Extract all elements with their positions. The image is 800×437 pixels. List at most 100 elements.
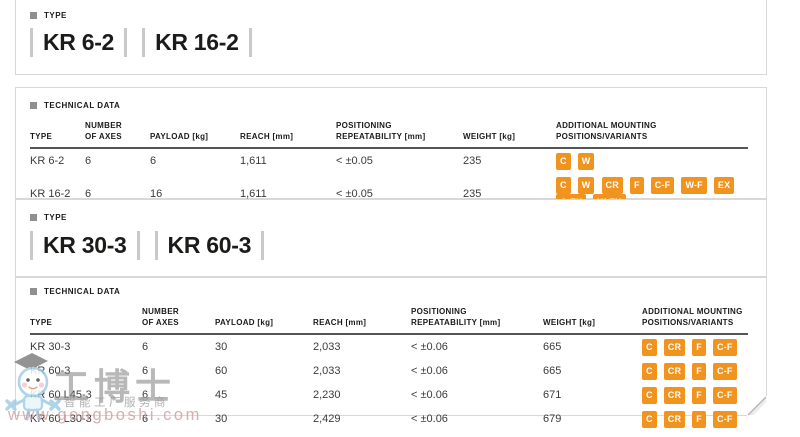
type-item: KR 6-2 (30, 28, 128, 57)
cell-type: KR 30-3 (30, 341, 71, 354)
variant-badge: W-F (681, 176, 707, 194)
type-bar (154, 231, 158, 260)
cell-payload: 16 (150, 187, 163, 200)
col-axes: NUMBER OF AXES (142, 307, 215, 335)
cell-type: KR 60-3 (30, 365, 71, 378)
cell-payload: 6 (150, 155, 157, 168)
type-bar (136, 231, 140, 260)
type-item: KR 30-3 (30, 231, 140, 260)
section-label: TYPE (44, 213, 67, 222)
cell-axes: 6 (142, 341, 149, 354)
cell-axes: 6 (85, 155, 92, 168)
cell-axes: 6 (85, 187, 92, 200)
variant-badge: C (642, 338, 657, 356)
cell-weight: 665 (543, 341, 562, 354)
technical-data-section-2: TECHNICAL DATA TYPE NUMBER OF AXES PAYLO… (15, 277, 767, 428)
variant-badge: C (556, 176, 571, 194)
cell-reach: 1,611 (240, 187, 267, 200)
cell-type: KR 6-2 (30, 155, 65, 168)
variant-badge: EX (713, 176, 735, 194)
cell-repeatability: < ±0.06 (411, 389, 448, 402)
type-row: KR 6-2 KR 16-2 (30, 28, 748, 57)
cell-type: KR 60 L45-3 (30, 389, 92, 402)
cell-reach: 2,230 (313, 389, 341, 402)
variant-badge: CR (663, 362, 686, 380)
cell-repeatability: < ±0.06 (411, 341, 448, 354)
variant-badge: C-F (713, 410, 737, 428)
variant-badge: F (630, 176, 644, 194)
cell-repeatability: < ±0.06 (411, 365, 448, 378)
cell-reach: 2,033 (313, 341, 341, 354)
cell-axes: 6 (142, 413, 149, 426)
col-reach: REACH [mm] (240, 121, 336, 149)
table-row: KR 60 L45-3 6 45 2,230 < ±0.06 671 C CR … (30, 383, 748, 407)
variant-badge: C-F (713, 386, 737, 404)
variant-badge: C (642, 410, 657, 428)
section-header: TYPE (30, 200, 748, 222)
cell-axes: 6 (142, 389, 149, 402)
variant-badge: C (642, 362, 657, 380)
col-weight: WEIGHT [kg] (463, 121, 556, 149)
cell-payload: 30 (215, 413, 228, 426)
cell-variants: C CR F C-F (642, 383, 748, 407)
type-item: KR 60-3 (154, 231, 265, 260)
cell-weight: 671 (543, 389, 562, 402)
cell-reach: 2,033 (313, 365, 341, 378)
type-section-2: TYPE KR 30-3 KR 60-3 (15, 199, 767, 277)
variant-badge: F (692, 410, 706, 428)
variant-badge: C (642, 386, 657, 404)
col-repeatability: POSITIONING REPEATABILITY [mm] (411, 307, 543, 335)
section-header: TECHNICAL DATA (30, 88, 748, 110)
cell-repeatability: < ±0.06 (411, 413, 448, 426)
folded-corner (747, 396, 767, 416)
cell-variants: C CR F C-F (642, 407, 748, 431)
section-label: TECHNICAL DATA (44, 287, 121, 296)
cell-weight: 235 (463, 187, 482, 200)
section-header: TECHNICAL DATA (30, 278, 748, 296)
col-type: TYPE (30, 307, 142, 335)
type-name: KR 30-3 (43, 232, 127, 258)
variant-badge: W (577, 152, 595, 170)
technical-data-table-1: TYPE NUMBER OF AXES PAYLOAD [kg] REACH [… (30, 121, 748, 214)
variant-badge: CR (663, 338, 686, 356)
table-row: KR 60-3 6 60 2,033 < ±0.06 665 C CR F C-… (30, 359, 748, 383)
type-bar (248, 28, 252, 57)
cell-weight: 679 (543, 413, 562, 426)
table-row: KR 6-2 6 6 1,611 < ±0.05 235 C W (30, 148, 748, 173)
col-payload: PAYLOAD [kg] (215, 307, 313, 335)
table-header-row: TYPE NUMBER OF AXES PAYLOAD [kg] REACH [… (30, 121, 748, 149)
cell-variants: C CR F C-F (642, 334, 748, 359)
cell-variants: C W (556, 148, 748, 173)
type-bar (124, 28, 128, 57)
cell-reach: 1,611 (240, 155, 267, 168)
type-bar (30, 231, 33, 260)
section-label: TECHNICAL DATA (44, 101, 121, 110)
variant-badge: F (692, 362, 706, 380)
table-row: KR 30-3 6 30 2,033 < ±0.06 665 C CR F C-… (30, 334, 748, 359)
cell-payload: 45 (215, 389, 228, 402)
cell-axes: 6 (142, 365, 149, 378)
type-name: KR 16-2 (155, 29, 239, 55)
col-reach: REACH [mm] (313, 307, 411, 335)
type-section-1: TYPE KR 6-2 KR 16-2 (15, 0, 767, 75)
col-type: TYPE (30, 121, 85, 149)
type-bar (30, 28, 33, 57)
section-square-icon (30, 288, 37, 295)
type-name: KR 6-2 (43, 29, 115, 55)
type-name: KR 60-3 (167, 232, 252, 258)
section-square-icon (30, 12, 37, 19)
variant-badge: C-F (650, 176, 675, 194)
cell-repeatability: < ±0.05 (336, 187, 373, 200)
col-weight: WEIGHT [kg] (543, 307, 642, 335)
cell-type: KR 60 L30-3 (30, 413, 92, 426)
variant-badge: CR (663, 410, 686, 428)
variant-badge: C (556, 152, 571, 170)
cell-payload: 60 (215, 365, 228, 378)
col-axes: NUMBER OF AXES (85, 121, 150, 149)
col-payload: PAYLOAD [kg] (150, 121, 240, 149)
section-label: TYPE (44, 11, 67, 20)
type-item: KR 16-2 (142, 28, 252, 57)
technical-data-table-2: TYPE NUMBER OF AXES PAYLOAD [kg] REACH [… (30, 307, 748, 431)
section-header: TYPE (30, 0, 748, 20)
